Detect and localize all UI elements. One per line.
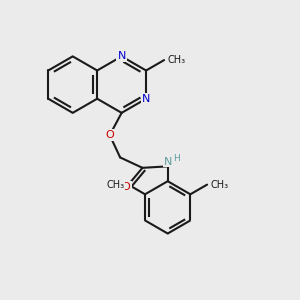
Text: CH₃: CH₃ [106, 180, 125, 190]
Text: N: N [117, 51, 126, 62]
Text: N: N [164, 157, 172, 167]
Text: O: O [105, 130, 114, 140]
Text: CH₃: CH₃ [168, 55, 186, 65]
Text: CH₃: CH₃ [211, 180, 229, 190]
Text: H: H [172, 154, 179, 163]
Text: N: N [142, 94, 150, 104]
Text: O: O [122, 182, 130, 192]
